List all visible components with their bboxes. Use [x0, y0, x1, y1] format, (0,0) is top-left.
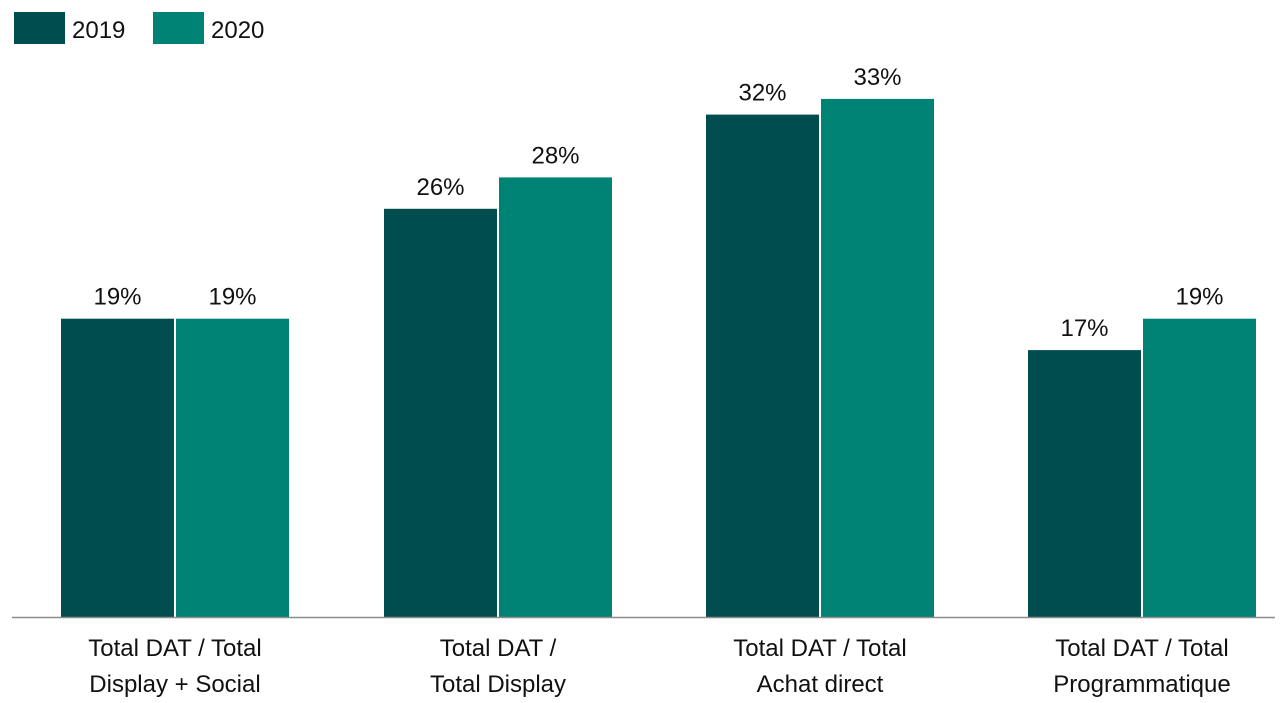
value-label-2019-4: 17%	[1060, 315, 1108, 342]
value-label-2019-3: 32%	[738, 80, 786, 107]
value-labels: 19% 26% 32% 17% 19% 28% 33% 19%	[93, 64, 1223, 342]
category-label-1: Total DAT / Total Display + Social	[88, 635, 261, 698]
legend-swatch-2019	[14, 12, 65, 44]
bars	[61, 98, 1256, 618]
bar-2020-1	[176, 318, 289, 617]
value-label-2020-1: 19%	[208, 284, 256, 311]
bar-2019-4	[1028, 350, 1141, 617]
legend-label-2019: 2019	[72, 17, 125, 44]
value-label-2020-2: 28%	[531, 142, 579, 169]
bar-2019-1	[61, 318, 174, 617]
bar-2020-3	[821, 98, 934, 617]
value-label-2019-1: 19%	[93, 284, 141, 311]
category-label-4: Total DAT / Total Programmatique	[1053, 635, 1230, 698]
value-label-2019-2: 26%	[416, 174, 464, 201]
bar-2020-4	[1143, 318, 1256, 617]
legend: 2019 2020	[14, 12, 264, 44]
category-labels: Total DAT / Total Display + Social Total D…	[88, 635, 1230, 698]
legend-swatch-2020	[153, 12, 204, 44]
value-label-2020-4: 19%	[1175, 284, 1223, 311]
category-label-2: Total DAT / Total Display	[430, 635, 566, 698]
bar-2019-3	[706, 114, 819, 617]
value-label-2020-3: 33%	[853, 64, 901, 91]
legend-label-2020: 2020	[211, 17, 264, 44]
bar-2020-2	[499, 177, 612, 617]
category-label-3: Total DAT / Total Achat direct	[733, 635, 906, 698]
bar-2019-2	[384, 208, 497, 618]
